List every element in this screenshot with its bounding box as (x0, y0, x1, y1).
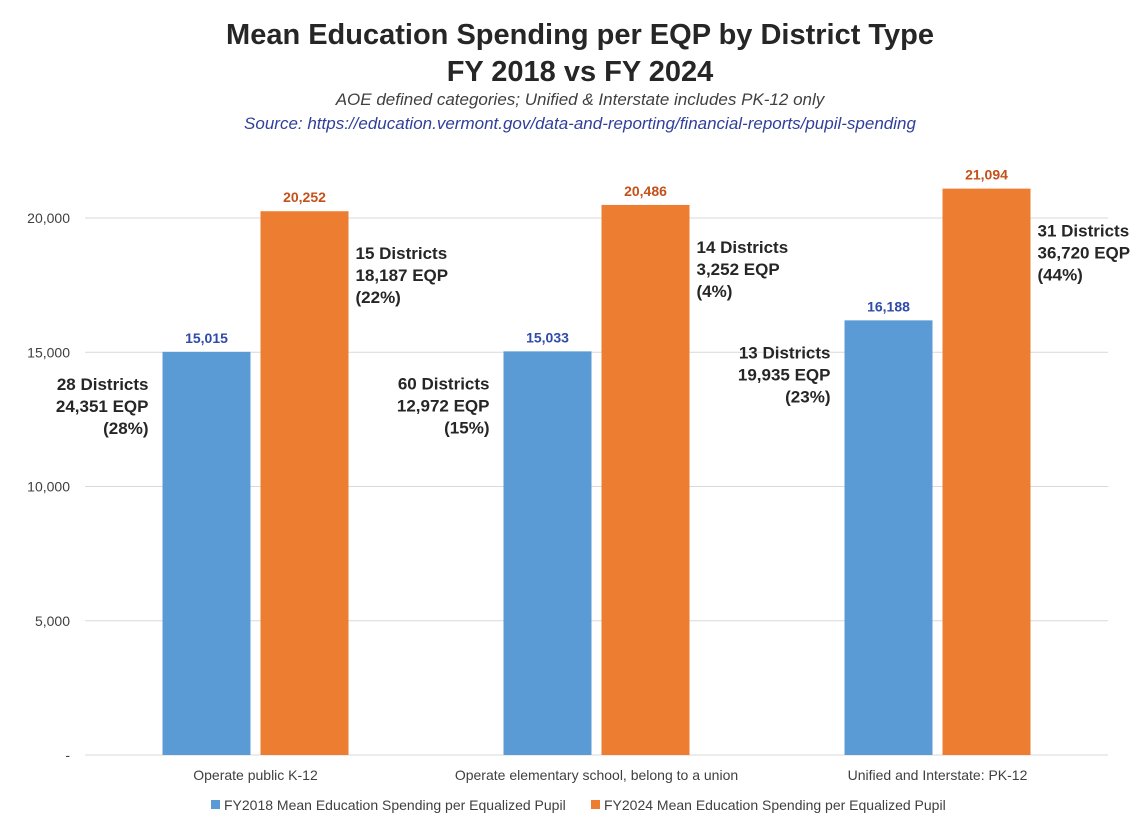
annotation-line: 18,187 EQP (356, 266, 449, 285)
y-tick-label: 10,000 (27, 479, 70, 495)
district-annotation: 14 Districts 3,252 EQP (4%) (697, 238, 789, 301)
district-annotation: 60 Districts 12,972 EQP (15%) (397, 374, 490, 437)
y-tick-label: 15,000 (27, 344, 70, 360)
y-tick-label: - (65, 747, 70, 763)
chart-title-line2: FY 2018 vs FY 2024 (447, 56, 714, 88)
bar-fy2024-3 (942, 188, 1031, 755)
value-label-fy2024-3: 21,094 (965, 167, 1008, 183)
value-label-fy2024-2: 20,486 (624, 183, 667, 199)
bar-fy2018-1 (162, 351, 251, 755)
bar-fy2024-1 (260, 211, 349, 756)
legend-swatch-fy2018 (211, 800, 220, 809)
annotation-line: 36,720 EQP (1038, 244, 1131, 263)
plot-area: - 5,000 10,000 15,000 20,000 15,015 20,252 Oper… (27, 167, 1130, 783)
annotation-line: 3,252 EQP (697, 260, 780, 279)
district-annotation: 28 Districts 24,351 EQP (28%) (56, 375, 149, 438)
value-label-fy2018-2: 15,033 (526, 329, 569, 345)
annotation-line: (44%) (1038, 266, 1083, 285)
legend-label-fy2018: FY2018 Mean Education Spending per Equal… (224, 797, 566, 813)
chart-title: Mean Education Spending per EQP by Distr… (226, 19, 934, 51)
legend-label-fy2024: FY2024 Mean Education Spending per Equal… (604, 797, 946, 813)
bar-fy2018-3 (844, 320, 933, 755)
value-label-fy2018-1: 15,015 (185, 330, 228, 346)
y-tick-label: 5,000 (35, 613, 70, 629)
annotation-line: 28 Districts (57, 375, 149, 394)
bar-fy2018-2 (503, 351, 592, 755)
annotation-line: 31 Districts (1038, 222, 1130, 241)
annotation-line: 13 Districts (739, 343, 831, 362)
legend-swatch-fy2024 (591, 800, 600, 809)
annotation-line: 60 Districts (398, 374, 490, 393)
district-annotation: 15 Districts 18,187 EQP (22%) (356, 244, 449, 307)
bar-fy2024-2 (601, 204, 690, 755)
y-tick-label: 20,000 (27, 210, 70, 226)
district-annotation: 13 Districts 19,935 EQP (23%) (738, 343, 831, 406)
value-label-fy2018-3: 16,188 (867, 298, 910, 314)
chart-source: Source: https://education.vermont.gov/da… (244, 114, 916, 133)
annotation-line: 15 Districts (356, 244, 448, 263)
annotation-line: 19,935 EQP (738, 365, 831, 384)
district-annotation: 31 Districts 36,720 EQP (44%) (1038, 222, 1131, 285)
value-label-fy2024-1: 20,252 (283, 189, 326, 205)
annotation-line: (15%) (444, 418, 489, 437)
annotation-line: (28%) (103, 419, 148, 438)
annotation-line: 24,351 EQP (56, 397, 149, 416)
x-category-label: Operate public K-12 (193, 767, 318, 783)
legend: FY2018 Mean Education Spending per Equal… (211, 797, 946, 813)
annotation-line: (22%) (356, 288, 401, 307)
annotation-line: (4%) (697, 282, 733, 301)
annotation-line: 14 Districts (697, 238, 789, 257)
x-category-label: Unified and Interstate: PK-12 (848, 767, 1028, 783)
annotation-line: (23%) (785, 387, 830, 406)
chart-subtitle: AOE defined categories; Unified & Inters… (335, 90, 826, 109)
x-category-label: Operate elementary school, belong to a u… (455, 767, 738, 783)
annotation-line: 12,972 EQP (397, 396, 490, 415)
